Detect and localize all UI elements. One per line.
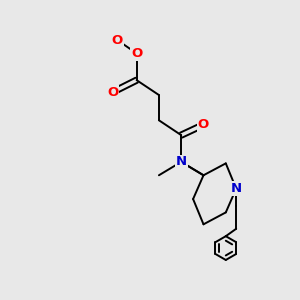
Text: N: N [231, 182, 242, 195]
Text: O: O [131, 47, 142, 60]
Text: O: O [112, 34, 123, 46]
Text: N: N [176, 155, 187, 168]
Text: O: O [107, 85, 118, 98]
Text: O: O [198, 118, 209, 131]
